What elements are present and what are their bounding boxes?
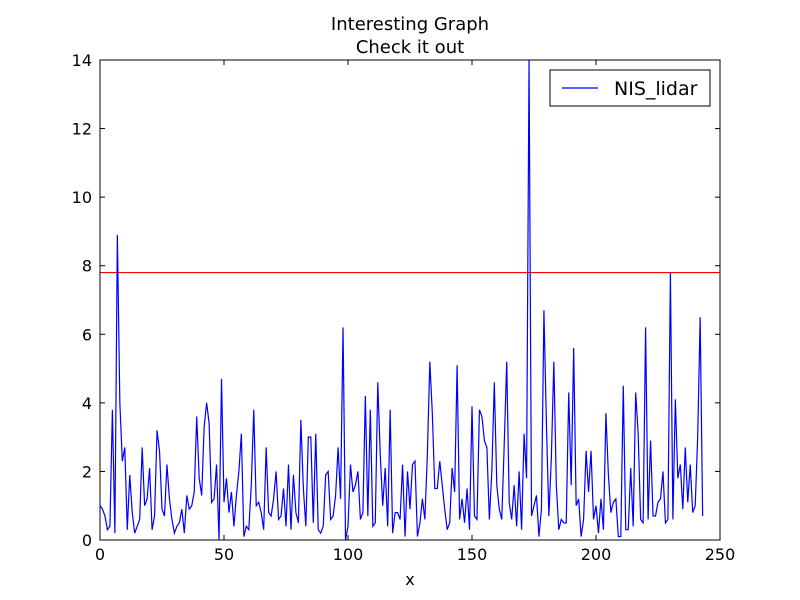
y-tick-label-6: 12 bbox=[72, 120, 92, 139]
y-tick-label-5: 10 bbox=[72, 188, 92, 207]
x-tick-label-4: 200 bbox=[581, 545, 612, 564]
x-tick-label-1: 50 bbox=[214, 545, 234, 564]
y-tick-label-4: 8 bbox=[82, 257, 92, 276]
chart-title: Interesting Graph bbox=[331, 14, 489, 35]
legend-label-NIS_lidar: NIS_lidar bbox=[614, 78, 698, 100]
y-tick-label-2: 4 bbox=[82, 394, 92, 413]
legend: NIS_lidar bbox=[549, 69, 711, 107]
y-tick-label-7: 14 bbox=[72, 51, 92, 70]
y-tick-label-0: 0 bbox=[82, 531, 92, 550]
y-tick-label-1: 2 bbox=[82, 462, 92, 481]
x-tick-label-3: 150 bbox=[457, 545, 488, 564]
plot-area: 0 50 100 150 200 250 0 2 4 6 8 10 12 14 bbox=[72, 51, 736, 564]
chart-subtitle: Check it out bbox=[356, 37, 464, 58]
plot-frame bbox=[99, 59, 721, 541]
series-line-NIS_lidar bbox=[99, 59, 704, 541]
y-tick-label-3: 6 bbox=[82, 325, 92, 344]
x-axis-label: x bbox=[405, 570, 414, 589]
series-layer bbox=[99, 59, 704, 541]
x-tick-label-5: 250 bbox=[705, 545, 736, 564]
axis-ticks: 0 50 100 150 200 250 0 2 4 6 8 10 12 14 bbox=[72, 51, 736, 564]
x-tick-label-2: 100 bbox=[333, 545, 364, 564]
x-tick-label-0: 0 bbox=[95, 545, 105, 564]
